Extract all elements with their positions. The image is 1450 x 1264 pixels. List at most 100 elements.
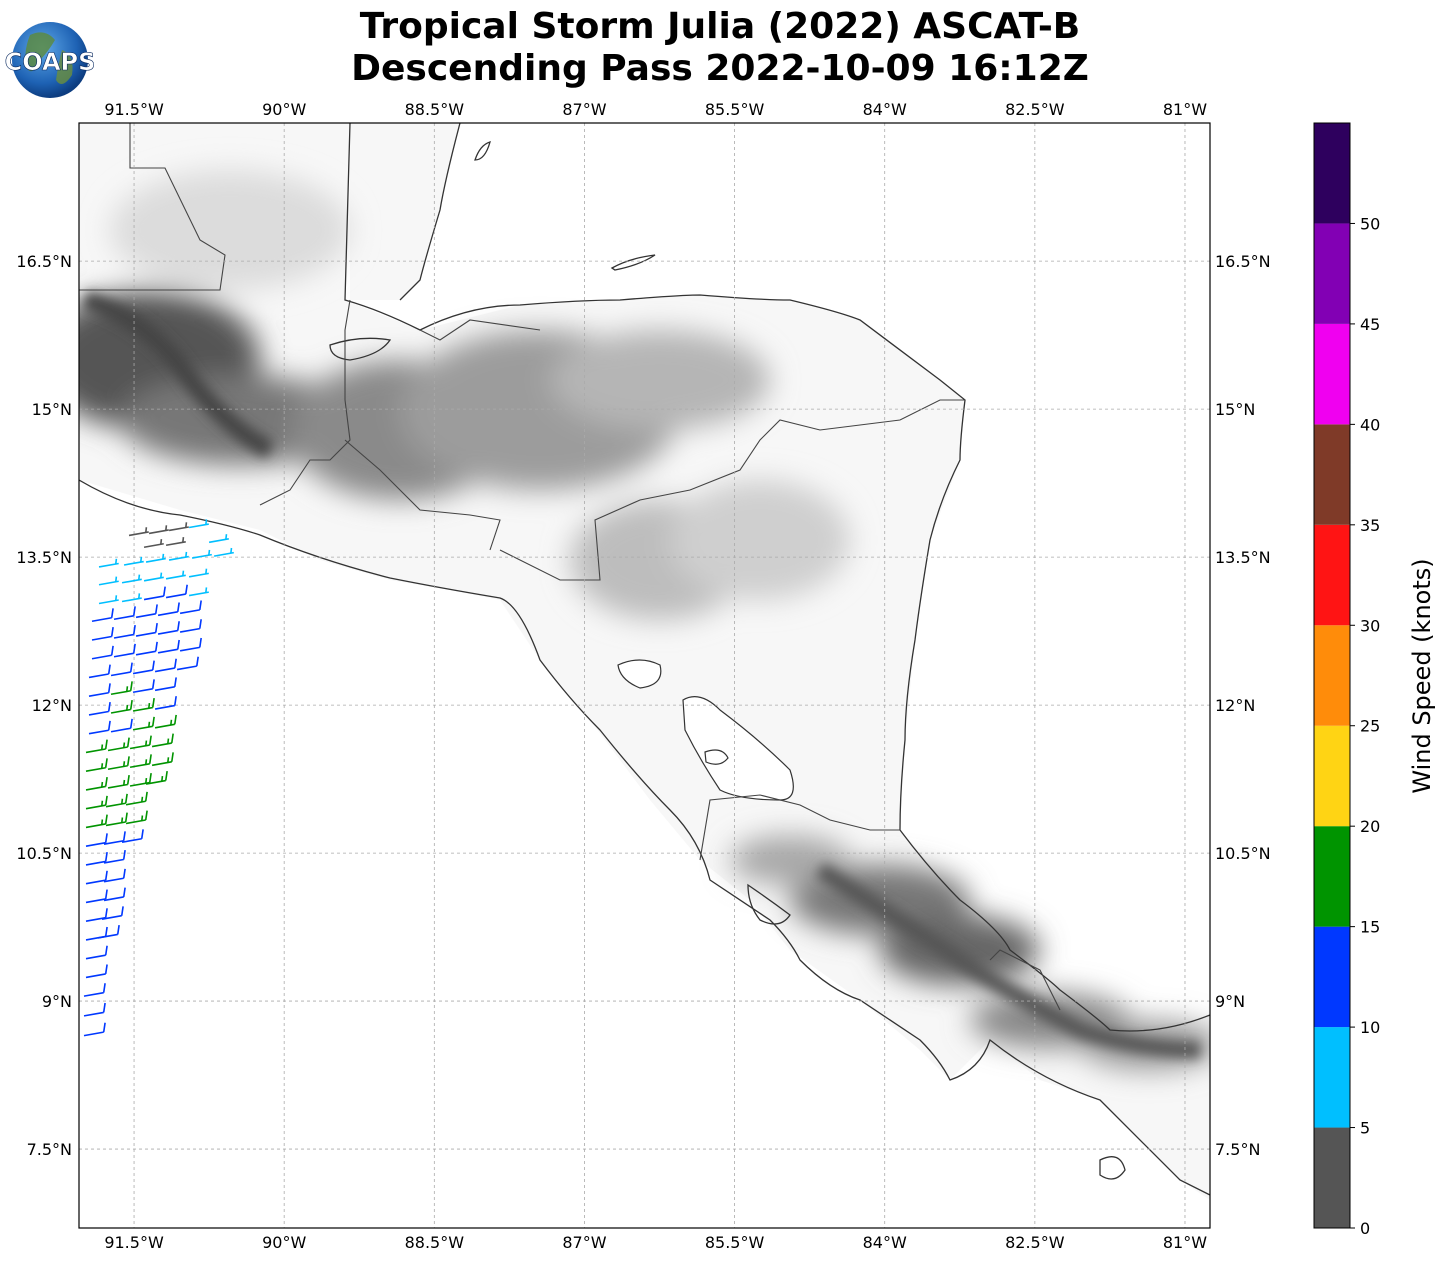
wind-barb	[98, 595, 119, 605]
wind-barb	[98, 576, 119, 586]
coastlines	[79, 123, 1210, 1196]
wind-barb	[132, 660, 155, 675]
lat-tick-label-right: 7.5°N	[1215, 1140, 1260, 1159]
colorbar-bin	[1314, 524, 1350, 626]
colorbar-tick-label: 35	[1360, 516, 1380, 535]
wind-barb	[123, 556, 144, 566]
lat-tick-label-right: 9°N	[1215, 992, 1245, 1011]
wind-barb	[88, 683, 111, 698]
wind-barb	[188, 519, 209, 529]
wind-barb	[110, 681, 133, 696]
lon-tick-label-bottom: 84°W	[863, 1233, 907, 1252]
wind-barb	[208, 534, 229, 544]
colorbar-tick-label: 10	[1360, 1018, 1380, 1037]
country-borders	[79, 123, 1061, 1011]
wind-barb	[85, 814, 108, 829]
coaps-logo: COAPS	[4, 22, 96, 98]
lon-tick-label-top: 91.5°W	[104, 100, 164, 119]
terrain-ridges	[82, 291, 1201, 1058]
wind-barb	[154, 658, 177, 673]
wind-barb	[103, 868, 126, 883]
wind-barb	[165, 537, 186, 547]
wind-barb	[110, 700, 133, 714]
colorbar-bin	[1314, 424, 1350, 525]
wind-barb	[129, 754, 152, 769]
wind-barb	[165, 570, 186, 580]
wind-barb	[143, 572, 164, 582]
colorbar-tick-label: 45	[1360, 315, 1380, 334]
lat-tick-label-left: 12°N	[32, 696, 72, 715]
wind-barb	[143, 539, 164, 549]
lon-tick-label-bottom: 91.5°W	[104, 1233, 164, 1252]
wind-barb	[151, 733, 174, 748]
wind-barb	[157, 602, 180, 617]
lon-tick-label-top: 81°W	[1163, 100, 1207, 119]
wind-barb	[125, 810, 148, 825]
wind-barb	[157, 639, 180, 654]
wind-barb	[154, 696, 177, 710]
wind-barb	[145, 771, 168, 785]
wind-barb	[85, 833, 108, 847]
colorbar-label: Wind Speed (knots)	[1408, 558, 1436, 793]
wind-barb	[98, 558, 119, 568]
wind-barb	[110, 662, 133, 677]
colorbar-bin	[1314, 926, 1350, 1028]
wind-barb	[103, 831, 126, 845]
axis-tick-labels: 91.5°W 91.5°W 90°W 90°W 88.5°W 88.5°W 87°W 87°W…	[16, 100, 1270, 1252]
map-title: Tropical Storm Julia (2022) ASCAT-B Desc…	[220, 6, 1220, 90]
wind-barb	[213, 547, 234, 557]
wind-barb	[83, 1022, 106, 1037]
lat-tick-label-right: 10.5°N	[1215, 844, 1271, 863]
wind-barb	[103, 849, 126, 864]
wind-barb	[85, 945, 108, 960]
wind-barb	[85, 739, 108, 754]
wind-barb	[176, 656, 199, 671]
wind-barb	[113, 606, 136, 621]
lon-tick-label-bottom: 85.5°W	[705, 1233, 765, 1252]
wind-barb	[188, 587, 209, 597]
lon-tick-label-top: 82.5°W	[1005, 100, 1065, 119]
logo-text: COAPS	[5, 48, 96, 76]
title-line-2: Descending Pass 2022-10-09 16:12Z	[351, 48, 1089, 89]
wind-barb	[179, 637, 202, 652]
wind-barb	[91, 608, 114, 623]
lon-tick-label-top: 84°W	[863, 100, 907, 119]
wind-barb	[121, 593, 142, 603]
colorbar: 0 5 10 15 20 25 30 35 40 45 50	[1313, 122, 1380, 1238]
colorbar-bin	[1314, 725, 1350, 827]
wind-barb	[85, 776, 108, 791]
wind-barb	[179, 619, 202, 633]
colorbar-tick-label: 30	[1360, 616, 1380, 635]
wind-barb	[83, 1002, 106, 1017]
colorbar-bin	[1314, 1027, 1350, 1128]
wind-barb	[135, 641, 158, 656]
lat-tick-label-left: 7.5°N	[27, 1140, 72, 1159]
lon-tick-label-top: 90°W	[262, 100, 306, 119]
colorbar-bin	[1314, 123, 1350, 224]
lon-tick-label-bottom: 88.5°W	[405, 1233, 465, 1252]
wind-barb	[85, 795, 108, 810]
colorbar-tick-label: 0	[1360, 1219, 1370, 1238]
lon-tick-label-top: 87°W	[562, 100, 606, 119]
colorbar-bin	[1314, 826, 1350, 927]
wind-barb	[85, 908, 108, 922]
colorbar-bin	[1314, 323, 1350, 425]
colorbar-tick-label: 25	[1360, 717, 1380, 736]
wind-barb	[97, 924, 120, 939]
wind-barb	[101, 906, 124, 920]
wind-barb	[105, 793, 128, 808]
wind-barb	[132, 698, 155, 712]
lon-tick-label-bottom: 81°W	[1163, 1233, 1207, 1252]
colorbar-bin	[1314, 625, 1350, 726]
wind-barbs	[83, 519, 234, 1037]
wind-barb	[83, 983, 106, 997]
wind-barb	[121, 829, 144, 844]
wind-barb	[148, 525, 169, 535]
wind-barb	[154, 677, 177, 692]
lon-tick-label-top: 85.5°W	[705, 100, 765, 119]
lakes	[617, 659, 794, 801]
wind-barb	[151, 752, 174, 767]
map-frame	[78, 122, 1211, 1229]
lon-tick-label-top: 88.5°W	[405, 100, 465, 119]
